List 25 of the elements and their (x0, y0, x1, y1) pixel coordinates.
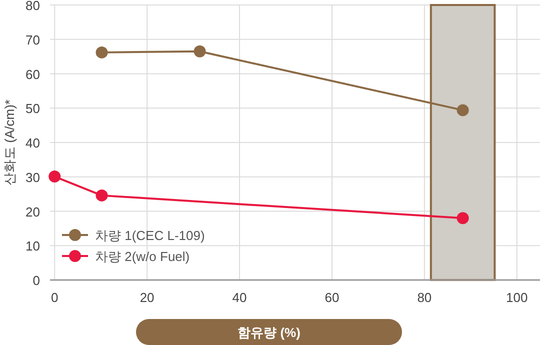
y-tick-label: 70 (26, 32, 40, 48)
y-axis-title: 산화도 (A/cm)* (2, 100, 17, 186)
x-axis-title: 함유량 (%) (238, 325, 300, 340)
x-tick-label: 100 (506, 290, 528, 305)
x-tick-label: 60 (324, 290, 340, 305)
y-tick-label: 80 (26, 0, 40, 13)
point (194, 45, 206, 58)
y-tick-label: 0 (32, 273, 40, 288)
x-tick-label: 20 (140, 290, 154, 305)
y-tick-label: 40 (26, 136, 40, 150)
y-tick-label: 50 (26, 101, 40, 116)
x-tick-label: 40 (232, 290, 247, 305)
x-tick-label: 0 (51, 290, 58, 305)
y-tick-label: 60 (26, 66, 40, 82)
point (96, 189, 108, 202)
legend-label: 차량 1(CEC L-109) (95, 228, 205, 243)
point (456, 212, 469, 224)
point (456, 104, 469, 116)
point (48, 170, 61, 183)
legend-label: 차량 2(w/o Fuel) (95, 249, 190, 264)
x-tick-label: 80 (417, 290, 432, 305)
y-tick-label: 20 (26, 204, 40, 220)
point (96, 46, 108, 58)
y-tick-label: 30 (26, 170, 40, 185)
y-tick-label: 10 (26, 238, 40, 254)
